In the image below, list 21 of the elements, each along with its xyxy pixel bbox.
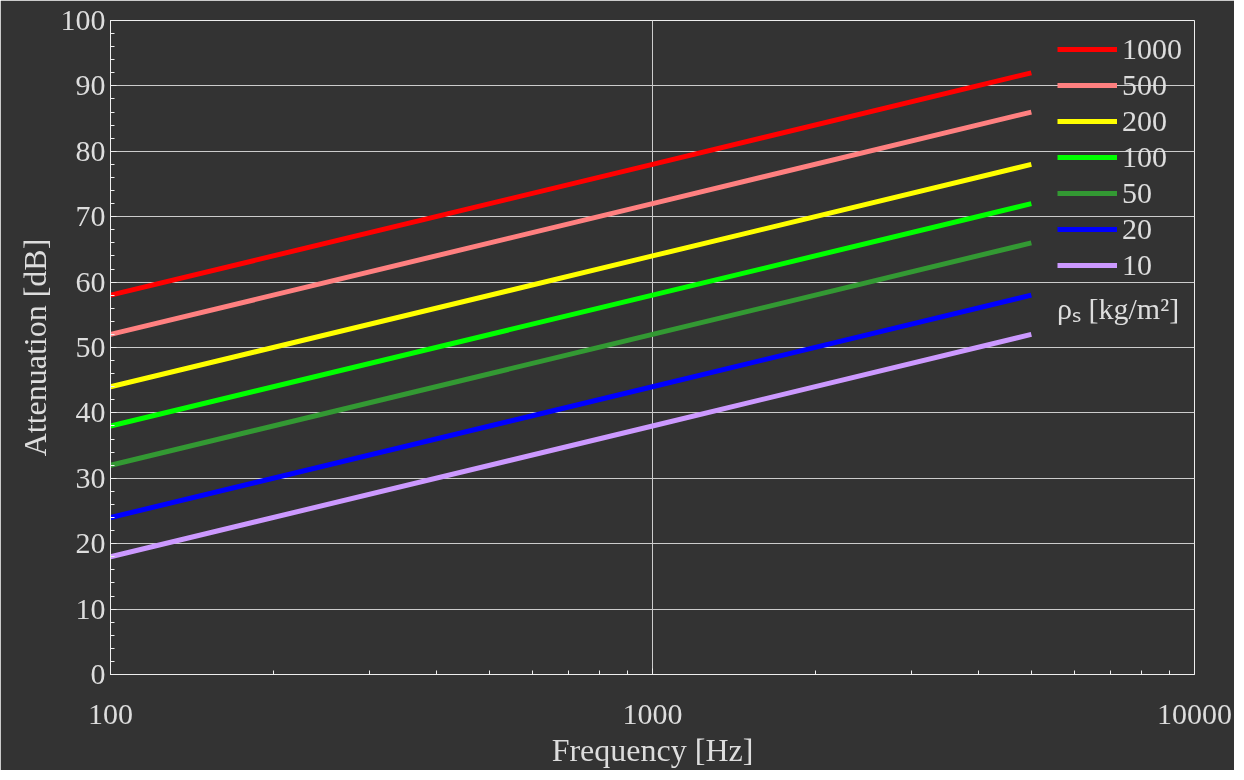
legend-label: 10 <box>1122 248 1152 282</box>
y-tick-label: 10 <box>75 591 106 625</box>
y-tick-label: 20 <box>75 526 106 560</box>
y-tick-label: 40 <box>75 395 106 429</box>
legend-label: 20 <box>1122 212 1152 246</box>
x-tick-label: 1000 <box>622 696 683 730</box>
legend-label: 50 <box>1122 176 1152 210</box>
y-tick-label: 0 <box>90 657 106 690</box>
y-tick-label: 70 <box>75 199 106 233</box>
y-tick-label: 80 <box>75 133 106 167</box>
y-axis-title: Attenuation [dB] <box>16 238 53 457</box>
y-tick-label: 90 <box>75 68 106 102</box>
legend-label: 200 <box>1122 104 1167 138</box>
legend-title: ρₛ [kg/m²] <box>1057 291 1181 327</box>
y-tick-label: 30 <box>75 460 106 494</box>
y-tick-label: 100 <box>60 3 106 36</box>
y-tick-label: 50 <box>75 330 106 363</box>
x-tick-label: 10000 <box>1157 696 1232 730</box>
y-tick-label: 60 <box>75 264 106 298</box>
legend-label: 1000 <box>1122 32 1182 66</box>
x-axis-title: Frequency [Hz] <box>551 731 754 768</box>
